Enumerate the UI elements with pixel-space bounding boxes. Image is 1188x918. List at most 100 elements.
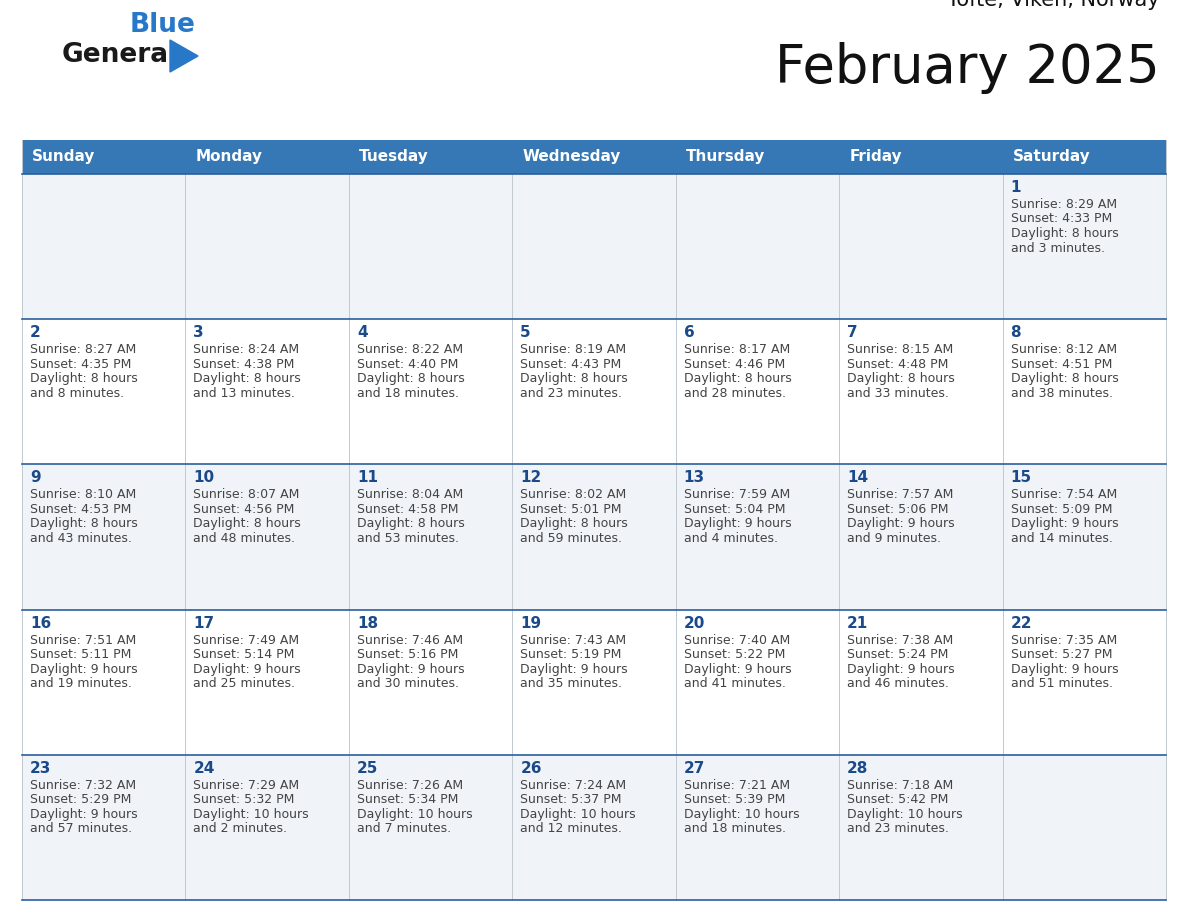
Text: 26: 26 [520, 761, 542, 776]
Bar [1003, 610, 1165, 755]
Text: Daylight: 8 hours: Daylight: 8 hours [684, 372, 791, 386]
Text: and 35 minutes.: and 35 minutes. [520, 677, 623, 690]
Bar [839, 140, 1003, 174]
Bar [512, 140, 676, 174]
Text: Sunset: 5:39 PM: Sunset: 5:39 PM [684, 793, 785, 806]
Text: and 2 minutes.: and 2 minutes. [194, 823, 287, 835]
Text: Daylight: 9 hours: Daylight: 9 hours [847, 518, 955, 531]
Text: and 7 minutes.: and 7 minutes. [356, 823, 451, 835]
Text: Sunset: 5:14 PM: Sunset: 5:14 PM [194, 648, 295, 661]
Text: Sunset: 4:35 PM: Sunset: 4:35 PM [30, 358, 132, 371]
Text: Daylight: 10 hours: Daylight: 10 hours [356, 808, 473, 821]
Text: Daylight: 8 hours: Daylight: 8 hours [194, 518, 302, 531]
Text: Daylight: 10 hours: Daylight: 10 hours [684, 808, 800, 821]
Text: and 51 minutes.: and 51 minutes. [1011, 677, 1113, 690]
Text: Sunrise: 7:21 AM: Sunrise: 7:21 AM [684, 778, 790, 792]
Text: Sunset: 4:40 PM: Sunset: 4:40 PM [356, 358, 459, 371]
Bar [23, 319, 185, 465]
Text: and 25 minutes.: and 25 minutes. [194, 677, 296, 690]
Bar [839, 319, 1003, 465]
Polygon shape [170, 40, 198, 72]
Text: Sunset: 4:48 PM: Sunset: 4:48 PM [847, 358, 948, 371]
Text: Sunrise: 8:27 AM: Sunrise: 8:27 AM [30, 343, 137, 356]
Text: 13: 13 [684, 470, 704, 486]
Text: Sunset: 5:06 PM: Sunset: 5:06 PM [847, 503, 949, 516]
Text: Sunset: 4:58 PM: Sunset: 4:58 PM [356, 503, 459, 516]
Bar [512, 755, 676, 900]
Bar [185, 465, 349, 610]
Bar [23, 174, 185, 319]
Text: Daylight: 9 hours: Daylight: 9 hours [684, 663, 791, 676]
Bar [349, 755, 512, 900]
Text: Sunset: 4:56 PM: Sunset: 4:56 PM [194, 503, 295, 516]
Text: Thursday: Thursday [685, 150, 765, 164]
Text: Daylight: 8 hours: Daylight: 8 hours [30, 518, 138, 531]
Text: and 57 minutes.: and 57 minutes. [30, 823, 132, 835]
Text: 21: 21 [847, 616, 868, 631]
Bar [676, 174, 839, 319]
Text: February 2025: February 2025 [776, 42, 1159, 94]
Text: Sunrise: 8:02 AM: Sunrise: 8:02 AM [520, 488, 626, 501]
Text: Blue: Blue [129, 12, 196, 38]
Bar [349, 140, 512, 174]
Text: Daylight: 9 hours: Daylight: 9 hours [356, 663, 465, 676]
Text: 20: 20 [684, 616, 706, 631]
Text: 17: 17 [194, 616, 215, 631]
Text: Daylight: 8 hours: Daylight: 8 hours [520, 372, 628, 386]
Bar [185, 610, 349, 755]
Text: Tofte, Viken, Norway: Tofte, Viken, Norway [947, 0, 1159, 10]
Text: Sunset: 4:51 PM: Sunset: 4:51 PM [1011, 358, 1112, 371]
Text: Daylight: 8 hours: Daylight: 8 hours [1011, 372, 1118, 386]
Text: 4: 4 [356, 325, 367, 341]
Text: Sunrise: 7:26 AM: Sunrise: 7:26 AM [356, 778, 463, 792]
Text: Sunrise: 8:29 AM: Sunrise: 8:29 AM [1011, 198, 1117, 211]
Text: Sunset: 5:16 PM: Sunset: 5:16 PM [356, 648, 459, 661]
Bar [1003, 140, 1165, 174]
Text: Sunset: 5:37 PM: Sunset: 5:37 PM [520, 793, 621, 806]
Text: Daylight: 10 hours: Daylight: 10 hours [194, 808, 309, 821]
Text: and 43 minutes.: and 43 minutes. [30, 532, 132, 545]
Text: 5: 5 [520, 325, 531, 341]
Text: Sunrise: 7:49 AM: Sunrise: 7:49 AM [194, 633, 299, 646]
Text: Daylight: 10 hours: Daylight: 10 hours [847, 808, 962, 821]
Bar [1003, 755, 1165, 900]
Text: Sunrise: 8:19 AM: Sunrise: 8:19 AM [520, 343, 626, 356]
Text: Sunset: 5:19 PM: Sunset: 5:19 PM [520, 648, 621, 661]
Text: and 53 minutes.: and 53 minutes. [356, 532, 459, 545]
Bar [1003, 174, 1165, 319]
Text: 15: 15 [1011, 470, 1031, 486]
Text: 18: 18 [356, 616, 378, 631]
Bar [512, 174, 676, 319]
Bar [23, 755, 185, 900]
Bar [185, 174, 349, 319]
Text: Daylight: 9 hours: Daylight: 9 hours [684, 518, 791, 531]
Bar [676, 465, 839, 610]
Text: 2: 2 [30, 325, 40, 341]
Text: Sunset: 4:38 PM: Sunset: 4:38 PM [194, 358, 295, 371]
Text: 3: 3 [194, 325, 204, 341]
Text: Wednesday: Wednesday [523, 150, 620, 164]
Text: Sunrise: 7:18 AM: Sunrise: 7:18 AM [847, 778, 954, 792]
Text: 12: 12 [520, 470, 542, 486]
Text: Sunset: 5:42 PM: Sunset: 5:42 PM [847, 793, 948, 806]
Bar [676, 140, 839, 174]
Text: Sunset: 5:04 PM: Sunset: 5:04 PM [684, 503, 785, 516]
Bar [23, 610, 185, 755]
Bar [512, 465, 676, 610]
Text: 27: 27 [684, 761, 706, 776]
Text: Daylight: 9 hours: Daylight: 9 hours [1011, 663, 1118, 676]
Text: and 28 minutes.: and 28 minutes. [684, 386, 785, 399]
Bar [839, 610, 1003, 755]
Text: 28: 28 [847, 761, 868, 776]
Text: and 18 minutes.: and 18 minutes. [684, 823, 785, 835]
Text: Sunset: 5:27 PM: Sunset: 5:27 PM [1011, 648, 1112, 661]
Text: 7: 7 [847, 325, 858, 341]
Text: 24: 24 [194, 761, 215, 776]
Bar [1003, 319, 1165, 465]
Bar [185, 140, 349, 174]
Text: Sunrise: 8:22 AM: Sunrise: 8:22 AM [356, 343, 463, 356]
Text: Sunrise: 7:54 AM: Sunrise: 7:54 AM [1011, 488, 1117, 501]
Text: Sunrise: 8:04 AM: Sunrise: 8:04 AM [356, 488, 463, 501]
Text: and 3 minutes.: and 3 minutes. [1011, 241, 1105, 254]
Text: and 13 minutes.: and 13 minutes. [194, 386, 296, 399]
